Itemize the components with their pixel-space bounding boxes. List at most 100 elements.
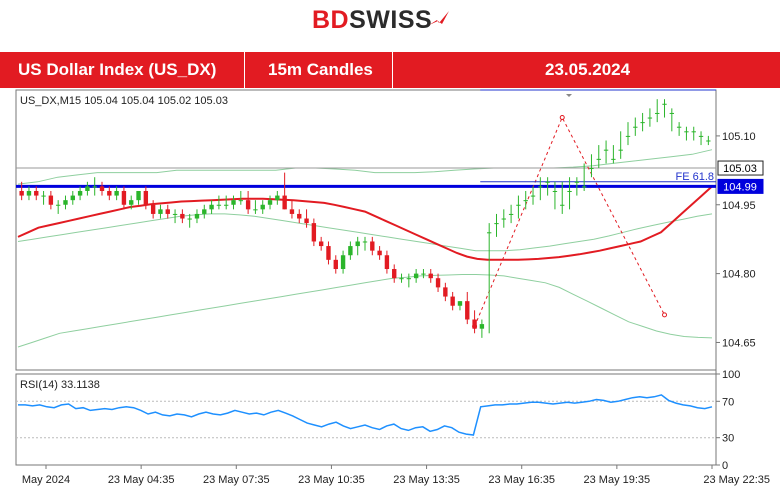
candle bbox=[698, 131, 704, 146]
rsi-tick-label: 70 bbox=[722, 396, 734, 408]
candle bbox=[684, 126, 689, 141]
horizontal-levels bbox=[16, 167, 716, 188]
moving-average bbox=[17, 185, 713, 261]
candle bbox=[326, 241, 331, 265]
rsi-label: RSI(14) 33.1138 bbox=[20, 379, 100, 391]
candle bbox=[377, 246, 382, 260]
candle-body bbox=[698, 135, 704, 137]
candle bbox=[48, 190, 54, 210]
candle-body bbox=[552, 190, 558, 192]
candle bbox=[216, 195, 222, 210]
candle-body bbox=[333, 259, 338, 270]
candle bbox=[567, 177, 572, 210]
candle bbox=[19, 181, 24, 201]
candle-body bbox=[596, 158, 601, 160]
envelope-bands bbox=[17, 149, 713, 348]
candle bbox=[486, 223, 492, 334]
candle-body bbox=[560, 204, 565, 206]
candle bbox=[647, 108, 653, 127]
price-tick-label: 105.10 bbox=[722, 131, 756, 143]
candle bbox=[494, 213, 499, 237]
candle-body bbox=[443, 287, 448, 297]
date-label: 23.05.2024 bbox=[545, 60, 631, 79]
candle bbox=[479, 319, 485, 338]
candle bbox=[538, 177, 543, 201]
candle-body bbox=[150, 204, 156, 214]
chart-info-line: US_DX,M15 105.04 105.04 105.02 105.03 bbox=[20, 95, 228, 107]
candle-body bbox=[326, 246, 331, 260]
price-tick-label: 104.65 bbox=[722, 337, 756, 349]
candle bbox=[267, 195, 273, 210]
price-axis-ticks: 105.10 104.95 104.80 104.65 bbox=[716, 131, 756, 349]
candle-body bbox=[202, 209, 207, 214]
candle bbox=[611, 145, 616, 164]
time-tick-label: 23 May 10:35 bbox=[298, 474, 365, 486]
candle bbox=[194, 209, 200, 224]
timeframe-label: 15m Candles bbox=[268, 60, 373, 79]
candle bbox=[581, 163, 587, 191]
candle-body bbox=[107, 190, 112, 196]
candle bbox=[165, 204, 170, 219]
candle bbox=[260, 200, 265, 214]
price-tick-label: 104.95 bbox=[722, 200, 756, 212]
candle bbox=[669, 108, 675, 132]
candle-body bbox=[253, 209, 258, 211]
candle-body bbox=[318, 241, 324, 247]
candle bbox=[209, 200, 214, 214]
candle bbox=[282, 172, 287, 210]
time-tick-label: 23 May 19:35 bbox=[584, 474, 651, 486]
candle bbox=[574, 177, 580, 196]
candle bbox=[406, 273, 412, 288]
candle bbox=[34, 186, 39, 201]
candle-body bbox=[267, 200, 273, 205]
candle-body bbox=[26, 190, 32, 196]
fibonacci-point bbox=[662, 312, 668, 318]
candle-body bbox=[348, 246, 353, 256]
candle bbox=[552, 181, 558, 210]
candle-body bbox=[340, 255, 346, 270]
candle bbox=[77, 186, 83, 201]
time-tick-label: 23 May 16:35 bbox=[488, 474, 555, 486]
candle bbox=[443, 282, 448, 302]
header-divider bbox=[392, 52, 393, 88]
candle-body bbox=[194, 213, 200, 219]
candles bbox=[19, 99, 711, 338]
time-axis-ticks: May 2024 23 May 04:35 23 May 07:35 23 May 1… bbox=[22, 465, 770, 486]
candle bbox=[187, 213, 192, 228]
candle-body bbox=[655, 112, 660, 114]
envelope-line bbox=[17, 274, 713, 348]
time-tick-label: 23 May 13:35 bbox=[393, 474, 460, 486]
candle bbox=[297, 209, 302, 224]
time-tick-label: 23 May 04:35 bbox=[108, 474, 175, 486]
candle-body bbox=[275, 195, 280, 201]
candle-body bbox=[216, 204, 222, 206]
candle bbox=[158, 204, 163, 219]
candle bbox=[99, 181, 105, 196]
candle-body bbox=[48, 195, 54, 205]
swoosh-icon bbox=[429, 11, 449, 25]
candle-body bbox=[581, 186, 587, 188]
candle bbox=[348, 241, 353, 260]
candle bbox=[457, 301, 463, 311]
candle bbox=[530, 186, 536, 205]
candle-body bbox=[70, 195, 75, 201]
candle-body bbox=[158, 209, 163, 214]
candle bbox=[399, 273, 404, 283]
candle-body bbox=[450, 296, 455, 306]
time-tick-label: May 2024 bbox=[22, 474, 70, 486]
chart-area: FE 100.0 FE 61.8 105.10 104.95 104.80 104.65… bbox=[15, 88, 770, 486]
candle-body bbox=[538, 186, 543, 188]
candle-body bbox=[662, 103, 667, 105]
envelope-line bbox=[17, 213, 713, 252]
candle-body bbox=[282, 195, 287, 210]
candle-body bbox=[479, 324, 485, 329]
candle bbox=[121, 186, 127, 210]
envelope-line bbox=[17, 149, 713, 185]
candle-body bbox=[114, 190, 119, 196]
candle bbox=[231, 195, 236, 210]
candle-body bbox=[77, 190, 83, 196]
candle bbox=[392, 264, 397, 283]
candle-body bbox=[304, 218, 309, 224]
candle-body bbox=[603, 149, 609, 151]
candle-body bbox=[245, 200, 251, 210]
